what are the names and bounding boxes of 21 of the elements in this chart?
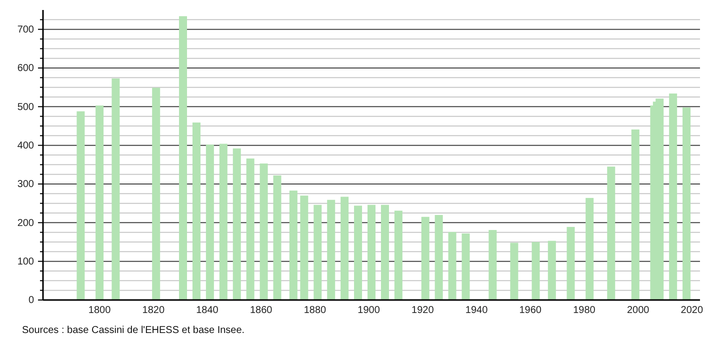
x-tick-label: 1860 — [250, 305, 273, 316]
y-tick-label: 400 — [17, 140, 34, 152]
x-tick-label: 1800 — [88, 305, 112, 316]
y-tick-label: 500 — [17, 102, 34, 113]
x-tick-label: 2020 — [680, 305, 704, 316]
source-note: Sources : base Cassini de l'EHESS et base Insee. — [22, 325, 245, 336]
x-tick-label: 1840 — [196, 305, 219, 316]
x-tick-label: 1820 — [142, 305, 165, 316]
y-tick-label: 200 — [17, 218, 34, 229]
x-tick-label: 1880 — [304, 305, 327, 316]
y-tick-label: 0 — [28, 295, 34, 306]
y-tick-label: 100 — [17, 256, 34, 268]
x-tick-label: 1900 — [358, 305, 380, 316]
x-tick-label: 1940 — [465, 305, 488, 316]
x-tick-label: 2000 — [626, 305, 650, 316]
y-tick-label: 600 — [17, 63, 34, 74]
y-tick-label: 700 — [17, 24, 34, 36]
y-tick-label: 300 — [17, 179, 34, 190]
x-tick-label: 1980 — [573, 305, 596, 316]
x-tick-label: 1960 — [519, 305, 542, 316]
x-tick-label: 1920 — [412, 305, 434, 316]
